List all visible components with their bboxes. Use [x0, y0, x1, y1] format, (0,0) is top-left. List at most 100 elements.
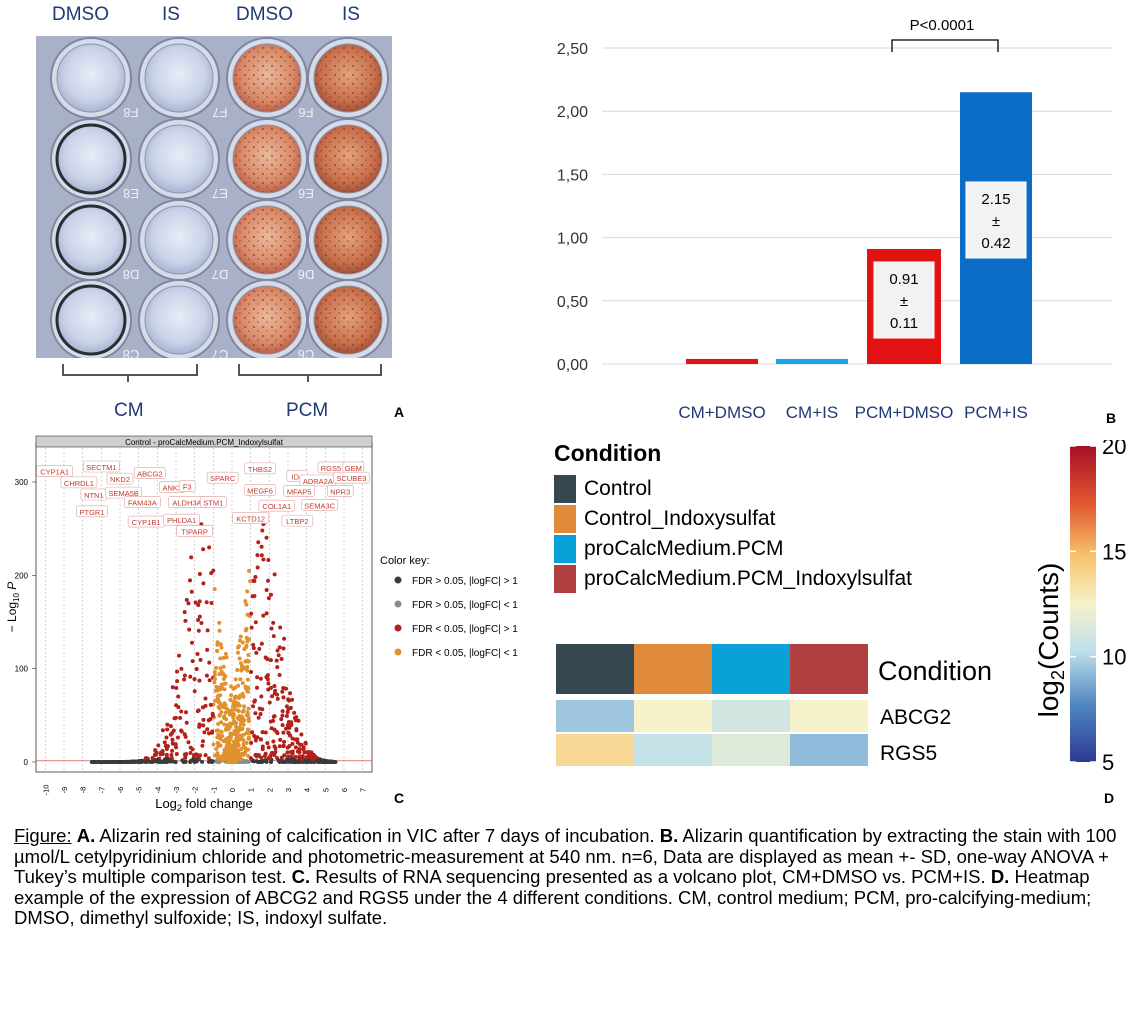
data-point — [268, 719, 273, 724]
data-point — [274, 729, 279, 734]
data-point — [253, 574, 258, 579]
data-point — [272, 753, 277, 758]
caption-lead: Figure: — [14, 825, 72, 846]
legend-label: proCalcMedium.PCM_Indoxylsulfat — [584, 567, 912, 590]
data-point — [179, 709, 184, 714]
bar — [686, 358, 758, 364]
bar — [776, 358, 848, 364]
data-point — [301, 745, 306, 750]
data-point — [217, 713, 222, 718]
data-point — [231, 700, 236, 705]
legend-title: Color key: — [380, 555, 430, 567]
data-point — [289, 722, 294, 727]
data-point — [206, 718, 211, 723]
data-point — [272, 684, 277, 689]
data-point — [239, 663, 244, 668]
data-point — [306, 749, 311, 754]
data-point — [251, 704, 256, 709]
data-point — [175, 669, 180, 674]
legend-label: Control — [584, 477, 652, 500]
data-point — [162, 740, 167, 745]
data-point — [235, 668, 240, 673]
data-point — [253, 753, 258, 758]
well-id-label: D6 — [298, 267, 315, 282]
data-point — [228, 721, 233, 726]
data-point — [164, 735, 169, 740]
data-point — [173, 742, 178, 747]
data-point — [217, 672, 222, 677]
gene-label: THBS2 — [248, 465, 272, 474]
data-point — [237, 656, 242, 661]
data-point — [206, 756, 211, 761]
x-category-label: CM+IS — [786, 403, 838, 422]
data-point — [239, 727, 244, 732]
data-point — [255, 685, 260, 690]
data-point — [281, 730, 286, 735]
data-point — [240, 716, 245, 721]
x-axis-title: Log2 fold change — [155, 796, 253, 812]
heatmap-cell — [634, 700, 712, 732]
y-tick-label: 0,50 — [557, 294, 588, 311]
well-id-label: E7 — [212, 186, 228, 201]
data-point — [266, 558, 271, 563]
data-point — [294, 759, 299, 764]
legend-marker — [394, 624, 402, 632]
data-point — [205, 628, 210, 633]
well — [55, 204, 127, 276]
data-point — [244, 643, 249, 648]
data-point — [211, 742, 216, 747]
caption-text-c: Results of RNA sequencing presented as a… — [310, 866, 991, 887]
data-point — [221, 676, 226, 681]
gene-label-box — [333, 471, 370, 484]
data-point — [218, 666, 223, 671]
data-point — [211, 568, 216, 573]
data-point — [243, 599, 248, 604]
data-point — [162, 757, 167, 762]
caption-text-d: Heatmap example of the expression of ABC… — [14, 866, 1092, 928]
data-point — [216, 743, 221, 748]
data-point — [215, 642, 220, 647]
data-point — [282, 739, 287, 744]
data-point — [235, 730, 240, 735]
data-point — [266, 745, 271, 750]
data-point — [170, 748, 175, 753]
data-point — [241, 741, 246, 746]
gene-label: STM1 — [203, 498, 223, 507]
data-point — [174, 685, 179, 690]
data-point — [212, 680, 217, 685]
data-point — [196, 603, 201, 608]
data-point — [230, 712, 235, 717]
data-point — [195, 651, 200, 656]
data-point — [250, 730, 255, 735]
data-point — [245, 668, 250, 673]
data-point — [238, 733, 243, 738]
heatmap-cell — [790, 734, 868, 766]
data-point — [183, 759, 188, 764]
data-point — [221, 664, 226, 669]
x-tick-label: 1 — [247, 788, 256, 792]
value-label-box — [873, 261, 935, 339]
data-point — [244, 626, 249, 631]
data-point — [281, 646, 286, 651]
data-point — [231, 715, 236, 720]
caption-text-b: Alizarin quantification by extracting th… — [14, 825, 1117, 887]
data-point — [192, 689, 197, 694]
data-point — [244, 602, 249, 607]
data-point — [217, 620, 222, 625]
gene-label: ALDH3A1 — [172, 498, 205, 507]
data-point — [297, 746, 302, 751]
data-point — [290, 697, 295, 702]
data-point — [246, 716, 251, 721]
value-label-pm: ± — [992, 213, 1000, 230]
heatmap-row-label-abcg2: ABCG2 — [880, 706, 952, 729]
x-tick-label: 0 — [228, 788, 237, 792]
data-point — [213, 753, 218, 758]
data-point — [213, 688, 218, 693]
data-point — [98, 760, 103, 764]
data-point — [275, 692, 280, 697]
data-point — [255, 553, 260, 558]
gene-label: TIPARP — [181, 527, 208, 536]
data-point — [220, 685, 225, 690]
data-point — [207, 660, 212, 665]
heatmap-condition-legend: Control Control_Indoxysulfat proCalcMedi… — [554, 474, 912, 594]
